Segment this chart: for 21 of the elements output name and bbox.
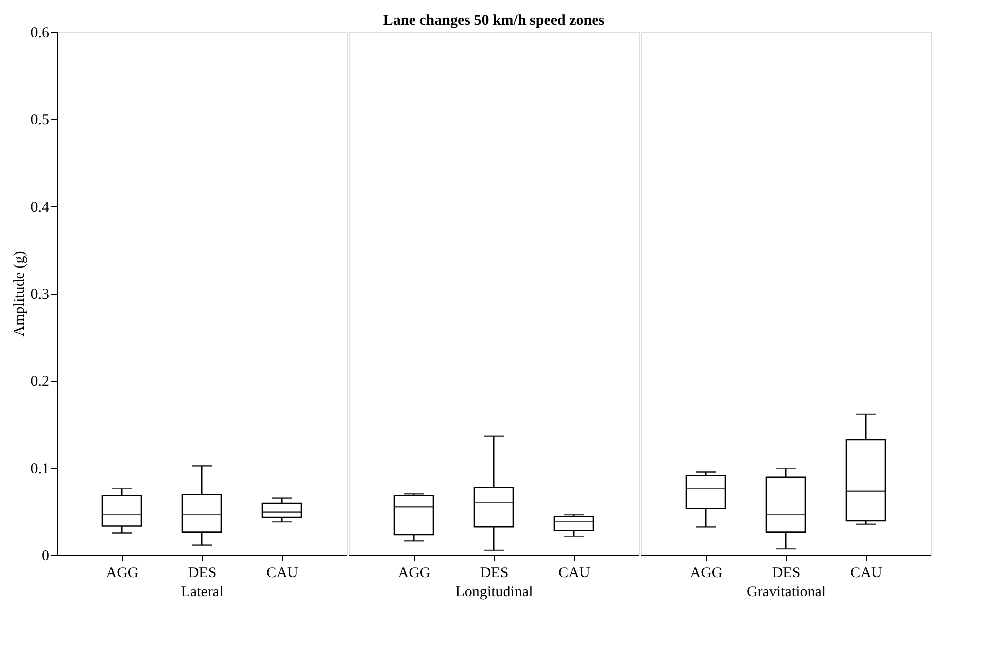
x-tick-label: DES xyxy=(480,566,509,582)
x-axis-title: Lateral xyxy=(181,584,224,600)
x-tick-label: AGG xyxy=(106,566,139,582)
x-tick-label: CAU xyxy=(850,566,882,582)
x-tick-label: DES xyxy=(188,566,217,582)
x-tick-label: CAU xyxy=(558,566,590,582)
x-tick-label: DES xyxy=(772,566,801,582)
y-tick-label: 0 xyxy=(42,548,50,564)
x-tick-label: AGG xyxy=(690,566,723,582)
y-tick-label: 0.5 xyxy=(30,112,50,129)
x-axis-title: Longitudinal xyxy=(456,584,534,600)
y-tick-label: 0.2 xyxy=(30,374,50,390)
x-tick-label: AGG xyxy=(398,566,431,582)
x-axis-title: Gravitational xyxy=(746,584,826,600)
y-tick-label: 0.3 xyxy=(30,287,50,303)
y-tick-label: 0.6 xyxy=(30,26,50,42)
chart-title: Lane changes 50 km/h speed zones xyxy=(383,13,605,29)
y-tick-label: 0.1 xyxy=(30,461,50,478)
x-tick-label: CAU xyxy=(266,566,298,582)
y-axis-title: Amplitude (g) xyxy=(12,251,28,337)
y-tick-label: 0.4 xyxy=(30,200,50,216)
